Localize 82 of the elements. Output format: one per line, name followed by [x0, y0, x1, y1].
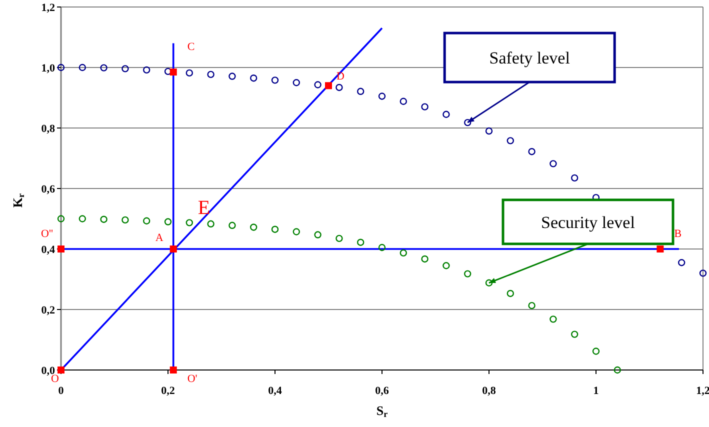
point: [292, 79, 300, 86]
point: [699, 270, 707, 277]
point: [292, 228, 300, 236]
point: [228, 72, 236, 80]
data-label: A: [155, 232, 164, 244]
data-label: C: [187, 41, 195, 54]
point: [78, 64, 86, 72]
point: [143, 217, 150, 224]
point: [186, 69, 193, 77]
point: [571, 330, 578, 338]
point: [485, 127, 493, 135]
point: [357, 88, 364, 95]
point: [314, 231, 322, 238]
point: [100, 216, 108, 223]
point: [336, 84, 343, 92]
point: [464, 118, 472, 126]
y-tick-label: 0,8: [41, 123, 56, 135]
point: [207, 70, 214, 78]
data-label: D: [336, 70, 344, 83]
annotation: Security level: [541, 212, 636, 232]
point: [250, 74, 258, 82]
point: [186, 219, 193, 226]
y-tick-label: 0,2: [41, 304, 56, 316]
point: [100, 64, 108, 72]
y-tick-label: 0,4: [41, 244, 56, 256]
x-tick-label: 0,4: [268, 385, 282, 397]
y-tick-label: 0,6: [41, 184, 56, 196]
point: [400, 98, 407, 105]
x-tick-label: 1: [593, 385, 599, 397]
point: [378, 244, 386, 252]
point: [528, 302, 536, 310]
point: [442, 262, 450, 270]
y-tick-label: 1,2: [41, 2, 56, 14]
point: [58, 246, 64, 252]
x-tick-label: 0,8: [482, 385, 496, 397]
point: [464, 270, 472, 278]
point: [57, 64, 65, 72]
point: [271, 76, 279, 84]
point: [122, 216, 129, 224]
x-tick-label: 0,2: [161, 385, 176, 397]
point: [207, 220, 214, 228]
x-tick-label: 0,6: [375, 385, 390, 397]
point: [58, 366, 64, 374]
point: [170, 366, 177, 374]
point: [122, 65, 129, 72]
point: [678, 259, 686, 266]
point: [614, 366, 621, 374]
point: [378, 92, 386, 100]
point: [421, 255, 428, 263]
y-tick-label: 1,0: [41, 62, 56, 74]
point: [506, 137, 514, 144]
point: [592, 348, 600, 355]
data-label: O'': [41, 228, 53, 240]
point: [485, 279, 493, 286]
point: [164, 218, 172, 226]
point: [170, 246, 177, 252]
annotation: Safety level: [489, 48, 570, 68]
point: [550, 316, 557, 323]
point: [442, 110, 450, 118]
point: [143, 66, 150, 74]
point: [325, 82, 332, 90]
annotation: E: [198, 197, 210, 219]
point: [314, 81, 322, 88]
point: [57, 215, 65, 222]
point: [550, 160, 557, 168]
point: [506, 290, 514, 298]
point: [336, 234, 343, 242]
data-label: B: [674, 228, 682, 240]
point: [78, 215, 86, 222]
point: [421, 103, 428, 110]
point: [656, 246, 664, 252]
point: [170, 68, 177, 76]
point: [400, 249, 407, 257]
x-axis-title: S$_{r}$: [376, 403, 388, 420]
data-label: O': [187, 373, 198, 385]
point: [250, 224, 258, 231]
point: [571, 174, 578, 182]
point: [271, 226, 279, 233]
point: [228, 222, 236, 230]
x-tick-label: 0: [58, 385, 64, 397]
point: [528, 148, 536, 156]
point: [357, 238, 364, 246]
